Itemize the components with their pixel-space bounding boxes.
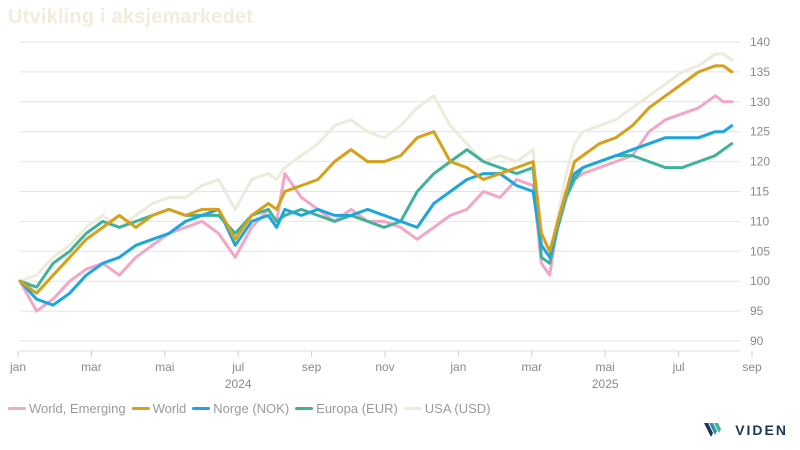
series-line-world-emerging bbox=[18, 94, 734, 313]
legend-item[interactable]: USA (USD) bbox=[403, 401, 491, 416]
x-tick-label: jan bbox=[9, 360, 26, 374]
line-chart: 90 95 100 105 110 115 120 125 130 135 140 jan mar ma… bbox=[9, 35, 770, 391]
x-tick-label: mai bbox=[596, 360, 615, 374]
legend-swatch bbox=[295, 407, 314, 410]
x-tick-label: sep bbox=[742, 360, 762, 374]
x-tick-label: mar bbox=[81, 360, 102, 374]
legend-label: Norge (NOK) bbox=[213, 401, 290, 416]
legend-label: Europa (EUR) bbox=[316, 401, 398, 416]
legend-label: World bbox=[152, 401, 187, 416]
year-label: 2024 bbox=[225, 377, 252, 391]
y-tick-label: 130 bbox=[750, 95, 770, 109]
x-axis-ticks: jan mar mai jul sep nov jan mar mai jul sep 2024 202… bbox=[9, 350, 762, 391]
series-lines bbox=[18, 52, 734, 313]
y-tick-label: 125 bbox=[750, 125, 770, 139]
x-tick-label: jan bbox=[449, 360, 466, 374]
y-tick-label: 120 bbox=[750, 155, 770, 169]
legend-swatch bbox=[131, 407, 150, 410]
x-tick-label: sep bbox=[302, 360, 322, 374]
brand-name: VIDEN bbox=[735, 422, 788, 438]
y-tick-label: 90 bbox=[750, 334, 764, 348]
chart-title: Utvikling i aksjemarkedet bbox=[8, 6, 254, 28]
legend-item[interactable]: World bbox=[131, 401, 187, 416]
x-tick-label: jul bbox=[231, 360, 244, 374]
y-tick-label: 140 bbox=[750, 35, 770, 49]
y-tick-label: 135 bbox=[750, 65, 770, 79]
legend: World, Emerging World Norge (NOK) Europa (E… bbox=[8, 401, 491, 416]
gridlines bbox=[20, 41, 740, 342]
legend-item[interactable]: World, Emerging bbox=[8, 401, 126, 416]
legend-item[interactable]: Europa (EUR) bbox=[295, 401, 398, 416]
legend-swatch bbox=[403, 407, 422, 410]
y-tick-label: 95 bbox=[750, 304, 764, 318]
legend-label: World, Emerging bbox=[29, 401, 126, 416]
y-tick-label: 105 bbox=[750, 244, 770, 258]
legend-item[interactable]: Norge (NOK) bbox=[192, 401, 289, 416]
legend-swatch bbox=[192, 407, 211, 410]
series-line-world bbox=[18, 64, 734, 295]
viden-logo-icon bbox=[704, 423, 722, 437]
x-tick-label: nov bbox=[375, 360, 394, 374]
legend-swatch bbox=[8, 407, 26, 410]
series-line-usa-usd- bbox=[18, 52, 734, 283]
x-tick-label: mai bbox=[155, 360, 174, 374]
y-axis-ticks: 90 95 100 105 110 115 120 125 130 135 140 bbox=[750, 35, 770, 348]
y-tick-label: 100 bbox=[750, 274, 770, 288]
brand-logo: VIDEN bbox=[703, 421, 788, 439]
y-tick-label: 115 bbox=[750, 185, 769, 199]
year-label: 2025 bbox=[592, 377, 619, 391]
legend-label: USA (USD) bbox=[424, 401, 491, 416]
x-tick-label: mar bbox=[521, 360, 542, 374]
y-tick-label: 110 bbox=[750, 214, 769, 228]
series-line-norge-nok- bbox=[18, 124, 734, 307]
x-tick-label: jul bbox=[672, 360, 685, 374]
